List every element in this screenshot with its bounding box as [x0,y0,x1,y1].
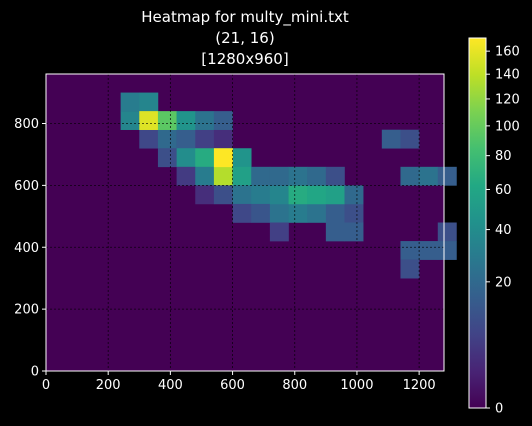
heatmap-cell [400,241,420,260]
heatmap-cell [195,148,215,168]
y-tick-label: 600 [14,179,39,194]
heatmap-cell [139,129,159,149]
colorbar-tick-label: 160 [495,45,520,60]
x-tick-label: 400 [158,378,183,393]
x-tick-label: 800 [282,378,307,393]
heatmap-cell [176,148,196,168]
colorbar-tick-label: 80 [495,149,512,164]
axes: 0 200 400 600 800 1000 1200 0 200 400 600 800 [14,117,436,393]
heatmap-cell [232,185,252,205]
chart-title-line-3: [1280x960] [201,50,289,68]
heatmap-cell [232,166,252,186]
colorbar-tick-label: 100 [495,119,520,134]
heatmap-cell [120,111,140,130]
heatmap-cell [325,185,345,205]
heatmap-cell [213,166,233,186]
heatmap-cell [157,111,177,130]
heatmap-cell [344,222,364,242]
colorbar-tick-label: 40 [495,223,512,238]
heatmap-cell [251,203,271,223]
heatmap-cell [381,129,401,149]
heatmap-cell [251,185,271,205]
colorbar-tick-label: 140 [495,68,520,83]
heatmap-cell [344,203,364,223]
heatmap-cell [176,129,196,149]
colorbar-gradient [468,37,487,409]
plot-frame [45,73,445,372]
heatmap-cell [437,166,457,186]
heatmap-cell [419,166,439,186]
heatmap-cell [213,129,233,149]
heatmap-cell [213,111,233,130]
heatmap-cell [288,185,308,205]
heatmap-cell [120,92,140,112]
colorbar-tick-label: 0 [495,402,503,417]
y-tick-label: 200 [14,303,39,318]
colorbar-tick-label: 20 [495,275,512,290]
chart-title-line-2: (21, 16) [215,29,275,47]
heatmap-cell [213,185,233,205]
heatmap-cell [269,166,289,186]
x-tick-label: 200 [96,378,121,393]
heatmap-cell [325,166,345,186]
colorbar: 0 20 40 60 80 100 120 140 160 [468,37,520,417]
heatmap-cell [269,185,289,205]
heatmap-cell [195,111,215,130]
y-tick-label: 400 [14,241,39,256]
heatmap-cells [46,74,457,371]
heatmap-cell [232,148,252,168]
heatmap-cell [307,185,327,205]
heatmap-cell [325,203,345,223]
heatmap-cell [419,241,439,260]
heatmap-cell [157,129,177,149]
heatmap-cell [139,92,159,112]
heatmap-cell [400,129,420,149]
heatmap-cell [288,166,308,186]
heatmap-cell [325,222,345,242]
y-tick-label: 800 [14,117,39,132]
heatmap-cell [307,166,327,186]
heatmap-cell [195,185,215,205]
heatmap-cell [176,111,196,130]
heatmap-cell [288,203,308,223]
x-tick-label: 1200 [403,378,436,393]
heatmap-cell [139,111,159,130]
heatmap-cell [195,166,215,186]
heatmap-cell [269,222,289,242]
heatmap-cell [344,185,364,205]
heatmap-cell [157,148,177,168]
grid-lines [46,74,444,371]
colorbar-tick-label: 120 [495,92,520,107]
heatmap-cell [400,259,420,279]
heatmap-cell [213,148,233,168]
heatmap-cell [232,203,252,223]
heatmap-cell [176,166,196,186]
x-tick-label: 600 [220,378,245,393]
x-tick-label: 1000 [340,378,373,393]
heatmap-cell [307,203,327,223]
heatmap-cell [437,222,457,242]
heatmap-cell [269,203,289,223]
chart-title-line-1: Heatmap for multy_mini.txt [141,8,349,26]
heatmap-cell [400,166,420,186]
colorbar-tick-label: 60 [495,183,512,198]
heatmap-cell [251,166,271,186]
y-tick-label: 0 [31,365,39,380]
x-tick-label: 0 [42,378,50,393]
heatmap-cell [437,241,457,260]
heatmap-cell [195,129,215,149]
